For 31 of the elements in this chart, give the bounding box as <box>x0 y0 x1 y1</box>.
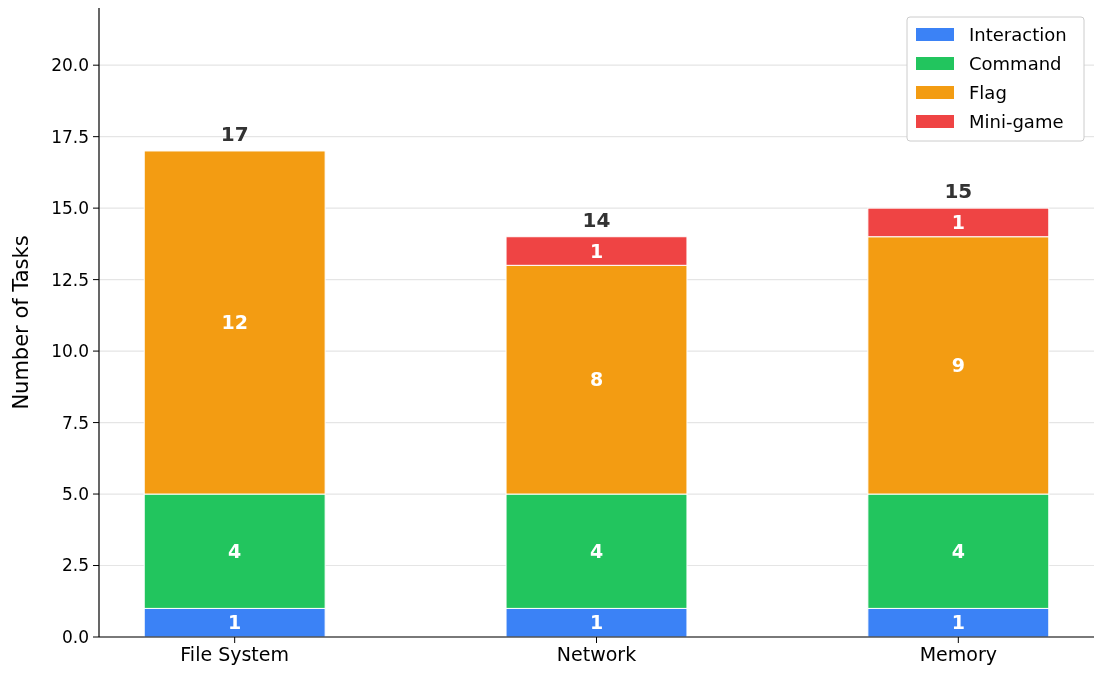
data-label: 8 <box>589 368 604 391</box>
data-label: 4 <box>228 539 242 562</box>
y-tick-label: 12.5 <box>51 269 89 290</box>
y-axis-title: Number of Tasks <box>9 235 33 410</box>
y-tick-label: 2.5 <box>61 555 89 576</box>
y-tick-label: 5.0 <box>61 484 89 504</box>
data-label: 1 <box>589 239 604 262</box>
y-tick-label: 17.5 <box>51 126 89 147</box>
y-tick-label: 10.0 <box>51 341 89 362</box>
y-tick-label: 7.5 <box>61 412 89 433</box>
x-tick-label: File System <box>180 643 290 665</box>
data-label: 1 <box>228 611 242 634</box>
x-tick-label: Network <box>556 643 637 665</box>
legend-label: Command <box>969 53 1062 75</box>
data-label: 4 <box>589 539 604 562</box>
x-tick-label: Memory <box>919 643 997 665</box>
total-label: 15 <box>944 179 973 204</box>
legend-label: Mini-game <box>969 111 1064 133</box>
data-label: 4 <box>951 539 965 562</box>
y-tick-label: 15.0 <box>51 198 89 219</box>
y-tick-label: 0.0 <box>61 626 89 647</box>
data-label: 1 <box>589 611 604 634</box>
data-label: 1 <box>951 211 965 234</box>
total-label: 17 <box>220 121 249 146</box>
total-label: 14 <box>582 207 611 232</box>
data-label: 1 <box>951 611 965 634</box>
legend-label: Flag <box>969 82 1007 104</box>
data-label: 9 <box>951 354 965 377</box>
y-tick-label: 20.0 <box>51 55 89 76</box>
data-label: 12 <box>221 311 248 334</box>
legend-label: Interaction <box>969 24 1067 46</box>
